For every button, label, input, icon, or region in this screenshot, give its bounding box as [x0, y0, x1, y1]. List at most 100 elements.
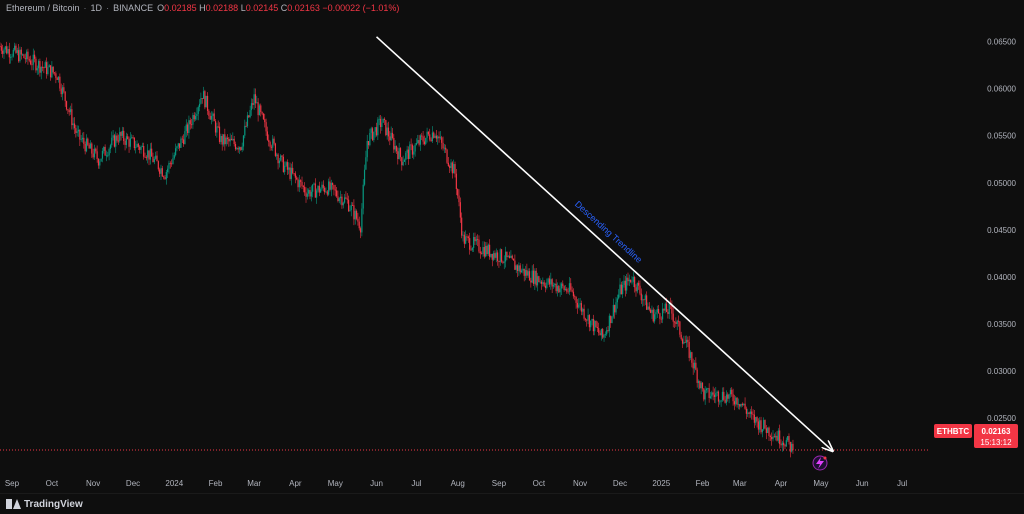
time-axis[interactable]: Sep Oct Nov Dec 2024 Feb Mar Apr May Jun Jul Aug Sep… [5, 479, 908, 488]
candle-body [190, 124, 193, 126]
candle-body [705, 388, 708, 391]
candle-body [22, 54, 24, 56]
candle-body [781, 442, 783, 446]
candle-body [117, 140, 120, 142]
candle-body [37, 61, 40, 69]
candle-body [720, 400, 722, 402]
candle-body [97, 159, 100, 166]
candle-body [96, 151, 98, 160]
candle-body [333, 185, 335, 190]
candle-body [189, 120, 191, 125]
candle-body [246, 115, 249, 127]
separator: · [106, 3, 110, 13]
candle-body [10, 56, 12, 58]
candle-body [290, 167, 292, 179]
candle-body [543, 282, 545, 286]
candle-body [120, 132, 122, 136]
candle-body [506, 251, 508, 258]
candle-series [0, 41, 794, 458]
candle-body [607, 330, 609, 332]
candle-body [51, 66, 53, 78]
candle-body [451, 162, 453, 174]
candle-body [260, 105, 262, 113]
candle-body [11, 56, 13, 58]
time-tick-label: 2025 [652, 479, 670, 488]
trendline[interactable] [375, 36, 833, 451]
candle-body [44, 62, 46, 68]
candle-body [234, 144, 237, 150]
candle-body [687, 339, 689, 342]
candle-body [729, 389, 732, 395]
candle-body [296, 177, 298, 180]
candle-body [216, 126, 218, 133]
candle-body [244, 125, 246, 136]
price-axis[interactable]: 0.06500 0.06000 0.05500 0.05000 0.04500 0.040… [987, 38, 1016, 424]
candle-body [523, 268, 525, 276]
candle-body [304, 186, 306, 193]
candle-body [194, 115, 197, 120]
candle-body [268, 139, 270, 143]
candle-body [378, 118, 380, 120]
low-value: 0.02145 [245, 3, 279, 13]
candle-body [771, 436, 773, 440]
candle-body [438, 136, 440, 139]
candle-body [504, 251, 507, 262]
candle-body [171, 163, 173, 165]
last-price-value: 0.02163 [982, 427, 1011, 436]
candle-body [635, 287, 637, 292]
ticker-tag-bg [934, 424, 972, 438]
candle-body [398, 148, 400, 160]
lightning-icon[interactable] [812, 455, 828, 471]
candle-body [744, 403, 746, 409]
candle-body [491, 253, 493, 260]
candle-body [173, 155, 175, 159]
candle-body [172, 158, 174, 164]
candle-body [536, 276, 539, 286]
candle-body [159, 169, 161, 174]
candle-body [186, 124, 189, 133]
candle-body [365, 157, 367, 170]
candle-body [441, 137, 443, 143]
candle-body [463, 234, 465, 244]
candle-body [582, 308, 584, 312]
candle-body [64, 91, 66, 102]
candle-body [214, 121, 217, 133]
candle-body [550, 279, 552, 285]
candle-body [256, 102, 258, 104]
candle-body [775, 435, 777, 438]
interval[interactable]: 1D [90, 3, 103, 13]
candle-body [634, 277, 636, 288]
candle-body [280, 155, 282, 161]
candle-body [284, 165, 286, 172]
candle-body [703, 388, 705, 400]
candle-body [739, 404, 741, 407]
candle-body [336, 190, 338, 197]
candle-body [414, 144, 416, 152]
candle-body [308, 190, 310, 194]
candle-body [723, 391, 725, 400]
candle-body [405, 152, 407, 160]
candle-body [592, 318, 594, 332]
candle-body [560, 283, 563, 289]
candle-body [390, 132, 392, 141]
candle-body [596, 326, 598, 329]
candle-body [185, 124, 187, 132]
candle-body [558, 286, 560, 293]
candle-body [498, 261, 500, 263]
candle-body [695, 362, 697, 370]
candle-body [512, 258, 515, 261]
candle-body [587, 315, 589, 321]
symbol-name[interactable]: Ethereum / Bitcoin [6, 3, 80, 13]
candle-body [508, 256, 511, 258]
candle-body [301, 181, 303, 187]
candle-body [618, 294, 620, 299]
candle-body [318, 185, 320, 193]
candle-body [489, 244, 491, 257]
candle-body [298, 180, 300, 188]
candle-body [665, 303, 668, 313]
candle-body [664, 303, 666, 311]
candle-body [683, 341, 685, 344]
tradingview-logo[interactable]: TradingView [6, 499, 83, 510]
candle-body [627, 277, 629, 282]
